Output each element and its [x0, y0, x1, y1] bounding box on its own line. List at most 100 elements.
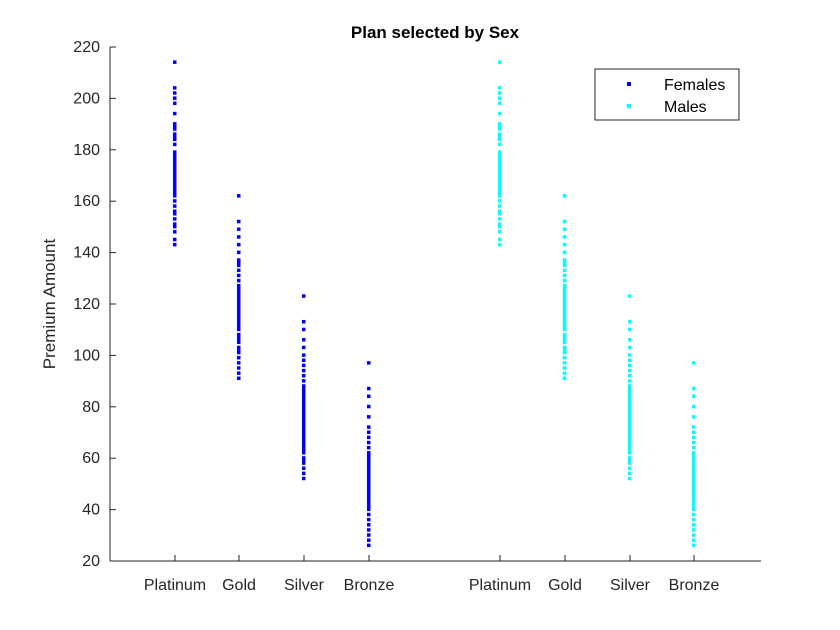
data-point-males — [498, 142, 502, 147]
data-point-males — [563, 322, 567, 327]
data-point-females — [173, 127, 177, 131]
data-point-males — [498, 191, 502, 195]
data-point-females — [367, 430, 371, 434]
data-point-males — [628, 391, 632, 396]
data-point-males — [692, 461, 696, 465]
data-point-females — [173, 199, 177, 203]
data-point-females — [173, 237, 177, 242]
data-point-males — [628, 327, 632, 332]
data-point-males — [628, 430, 632, 434]
data-point-females — [237, 294, 241, 298]
data-point-males — [628, 402, 632, 406]
data-point-males — [628, 397, 632, 401]
data-point-males — [628, 422, 632, 427]
x-tick-label: Bronze — [669, 577, 720, 594]
data-point-females — [367, 463, 371, 468]
data-point-females — [237, 371, 241, 375]
data-point-males — [692, 489, 696, 494]
data-point-females — [302, 451, 306, 455]
data-point-females — [173, 142, 177, 147]
data-point-males — [498, 212, 502, 216]
data-point-females — [173, 242, 177, 247]
data-point-females — [302, 319, 306, 324]
data-point-females — [302, 422, 306, 427]
data-point-females — [302, 294, 306, 298]
legend-label-females: Females — [664, 77, 725, 94]
data-point-females — [302, 379, 306, 383]
data-point-females — [237, 219, 241, 224]
data-point-females — [173, 150, 177, 154]
data-point-males — [692, 453, 696, 458]
data-point-females — [173, 124, 177, 129]
data-point-females — [237, 235, 241, 239]
data-point-males — [628, 358, 632, 363]
data-point-females — [302, 471, 306, 476]
y-tick-label: 140 — [73, 245, 100, 262]
data-point-females — [237, 299, 241, 303]
data-point-males — [498, 204, 502, 208]
data-point-females — [302, 461, 306, 465]
data-point-males — [563, 294, 567, 298]
data-point-males — [692, 487, 696, 491]
data-point-males — [563, 327, 567, 332]
data-point-females — [237, 322, 241, 327]
data-point-males — [563, 296, 567, 301]
data-point-females — [237, 327, 241, 332]
data-point-females — [237, 307, 241, 311]
data-point-males — [498, 122, 502, 126]
data-point-females — [173, 91, 177, 95]
data-point-males — [563, 317, 567, 321]
data-point-females — [237, 376, 241, 381]
data-point-males — [563, 273, 567, 278]
data-point-males — [563, 345, 567, 350]
data-point-males — [563, 286, 567, 291]
data-point-males — [628, 384, 632, 388]
data-point-females — [367, 497, 371, 501]
data-point-females — [302, 384, 306, 388]
data-point-females — [237, 355, 241, 360]
data-point-males — [692, 435, 696, 440]
data-point-males — [628, 471, 632, 476]
data-point-males — [498, 224, 502, 229]
data-point-males — [563, 309, 567, 314]
data-point-females — [367, 512, 371, 517]
data-point-females — [367, 528, 371, 532]
data-point-females — [237, 291, 241, 296]
data-point-females — [302, 430, 306, 434]
data-point-males — [498, 158, 502, 162]
data-point-males — [692, 517, 696, 522]
data-point-males — [628, 466, 632, 470]
data-point-females — [237, 337, 241, 342]
data-point-males — [498, 101, 502, 106]
y-tick-label: 220 — [73, 39, 100, 56]
data-point-females — [367, 502, 371, 506]
data-point-males — [498, 217, 502, 221]
data-point-males — [563, 263, 567, 267]
data-point-females — [237, 273, 241, 278]
data-point-males — [692, 481, 696, 486]
data-point-males — [563, 268, 567, 273]
data-point-females — [367, 481, 371, 486]
data-point-males — [628, 337, 632, 342]
data-point-females — [302, 420, 306, 424]
data-point-males — [628, 440, 632, 445]
data-point-females — [237, 304, 241, 309]
data-point-females — [367, 507, 371, 512]
data-point-males — [692, 499, 696, 504]
y-tick-label: 160 — [73, 193, 100, 210]
data-point-females — [367, 461, 371, 465]
data-point-females — [367, 445, 371, 450]
data-point-females — [237, 345, 241, 350]
data-point-males — [628, 407, 632, 411]
data-point-males — [563, 337, 567, 342]
data-point-females — [302, 440, 306, 445]
data-point-females — [302, 358, 306, 363]
data-point-males — [498, 170, 502, 175]
data-point-males — [692, 528, 696, 532]
data-point-females — [367, 456, 371, 460]
legend: Females Males — [594, 68, 740, 121]
data-point-females — [173, 230, 177, 234]
data-point-males — [498, 230, 502, 234]
data-point-females — [173, 194, 177, 198]
data-point-males — [692, 502, 696, 506]
